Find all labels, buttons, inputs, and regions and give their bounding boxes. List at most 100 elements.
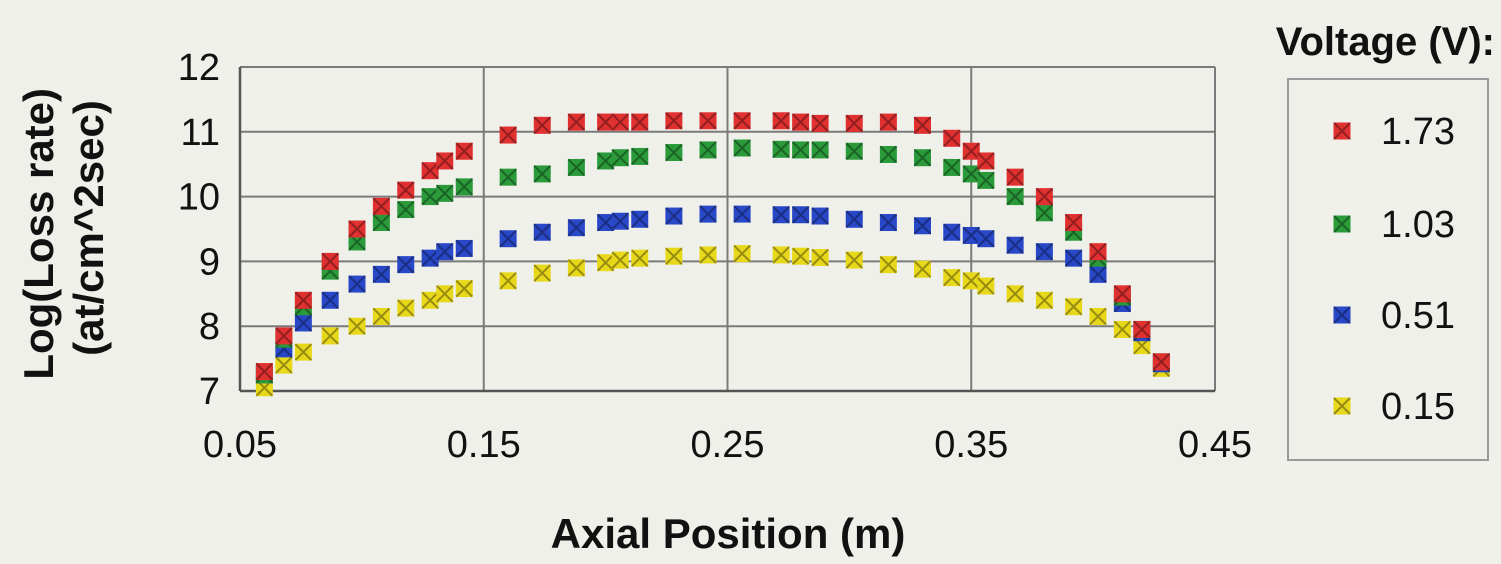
data-point: [294, 343, 313, 361]
data-point: [791, 247, 810, 265]
data-point: [699, 141, 717, 159]
data-point: [943, 158, 961, 177]
data-point: [1006, 285, 1024, 303]
data-point: [772, 112, 790, 130]
data-point: [791, 141, 810, 159]
data-point: [397, 255, 415, 274]
data-point: [436, 242, 454, 261]
legend-label: 0.51: [1381, 295, 1455, 337]
x-axis-title: Axial Position (m): [551, 510, 906, 557]
data-point: [913, 260, 932, 278]
data-point: [811, 248, 829, 267]
data-point: [294, 291, 313, 309]
data-point: [1152, 353, 1171, 371]
data-point: [665, 143, 683, 162]
data-point: [611, 149, 629, 167]
data-point: [567, 113, 586, 131]
data-point: [372, 265, 391, 284]
y-tick-label: 12: [178, 47, 220, 89]
data-point: [455, 279, 473, 298]
data-point: [321, 291, 339, 309]
data-point: [879, 213, 898, 232]
data-point: [611, 113, 629, 131]
data-point: [665, 207, 683, 225]
data-point: [845, 210, 863, 228]
x-tick-label: 0.45: [1178, 424, 1252, 466]
data-point: [699, 112, 717, 130]
data-point: [1133, 320, 1151, 339]
legend-item: 0.15: [1333, 386, 1455, 428]
data-point: [913, 217, 932, 235]
data-point: [321, 327, 339, 345]
data-point: [567, 218, 586, 237]
data-point: [421, 249, 439, 267]
data-point: [962, 272, 980, 290]
data-point: [1064, 213, 1083, 232]
data-point: [397, 299, 415, 317]
data-point: [631, 113, 649, 131]
legend-label: 1.73: [1381, 111, 1455, 153]
data-point: [372, 213, 391, 232]
data-point: [791, 113, 810, 131]
data-point: [962, 142, 980, 160]
data-point: [1006, 236, 1024, 254]
x-tick-label: 0.35: [934, 424, 1008, 466]
data-points: [255, 112, 1171, 397]
data-point: [567, 158, 586, 177]
data-point: [499, 126, 517, 144]
data-point: [631, 210, 649, 228]
legend-item: 0.51: [1333, 295, 1455, 337]
data-point: [913, 149, 932, 167]
tick-labels: 7 8 9 10 11 12 0.05 0.15 0.25 0.35 0.45: [178, 47, 1252, 466]
data-point: [977, 152, 995, 170]
data-point: [275, 327, 293, 345]
data-point: [455, 142, 473, 160]
data-point: [533, 165, 551, 183]
data-point: [348, 317, 366, 335]
data-point: [348, 220, 366, 238]
data-point: [533, 264, 551, 282]
data-point: [631, 249, 649, 267]
legend-marker: [1333, 122, 1351, 140]
y-axis-title-line-2: (at/cm^2sec): [65, 100, 112, 356]
data-point: [811, 207, 829, 225]
data-point: [1035, 187, 1054, 206]
y-tick-label: 11: [181, 112, 220, 154]
legend-label: 0.15: [1381, 386, 1455, 428]
data-point: [397, 181, 415, 199]
data-point: [294, 314, 313, 332]
data-point: [421, 291, 439, 309]
legend-item: 1.03: [1333, 204, 1455, 246]
data-point: [977, 277, 995, 295]
data-point: [596, 113, 615, 131]
y-axis-title: Log(Loss rate) (at/cm^2sec): [15, 76, 112, 379]
data-point: [977, 171, 995, 190]
data-point: [913, 116, 932, 135]
x-tick-label: 0.25: [691, 424, 765, 466]
data-point: [845, 251, 863, 269]
data-point: [499, 168, 517, 186]
data-point: [596, 152, 615, 170]
data-point: [962, 226, 980, 245]
data-point: [1113, 285, 1132, 303]
data-point: [631, 147, 649, 166]
data-point: [733, 205, 751, 223]
data-point: [1064, 249, 1083, 267]
data-point: [397, 200, 415, 219]
data-point: [1035, 291, 1054, 309]
series-0.15: [255, 244, 1171, 397]
legend-marker: [1333, 397, 1351, 415]
data-point: [1089, 307, 1107, 326]
data-point: [455, 239, 473, 258]
data-point: [533, 116, 551, 135]
y-tick-label: 9: [199, 241, 220, 283]
data-point: [699, 205, 717, 223]
legend-marker: [1333, 306, 1351, 324]
data-point: [811, 141, 829, 159]
data-point: [321, 252, 339, 271]
data-point: [1064, 298, 1083, 316]
data-point: [733, 244, 751, 263]
data-point: [943, 129, 961, 147]
data-point: [772, 140, 790, 159]
